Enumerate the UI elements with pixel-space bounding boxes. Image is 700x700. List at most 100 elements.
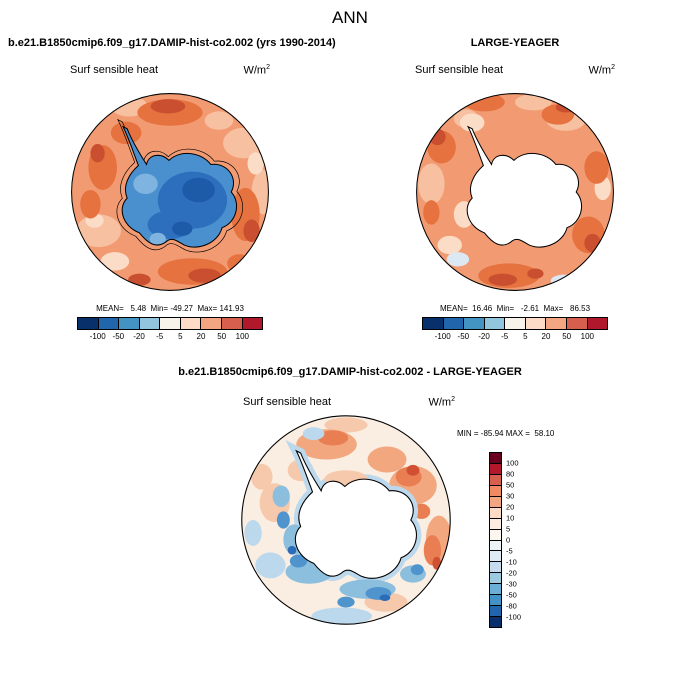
colorbar-tick-label: 10 [506,513,515,523]
colorbar-tick-label: 100 [580,332,595,341]
colorbar-segment [464,317,485,330]
units-base: W/m [588,64,612,77]
colorbar-segment [489,518,502,530]
obs-panel-header: LARGE-YEAGER [470,37,560,49]
colorbar-segment [160,317,181,330]
colorbar-tick-label: -50 [506,590,517,600]
colorbar-tick-label: 20 [196,332,206,341]
diff-map [241,415,451,625]
colorbar-tick-label: 5 [506,524,511,534]
colorbar-segment [489,485,502,497]
colorbar-tick-label: -10 [506,557,517,567]
units-exponent: 2 [611,64,615,71]
colorbar-tick-label: 100 [506,458,519,468]
colorbar-segment [489,595,502,607]
colorbar-tick-label: -20 [133,332,145,341]
colorbar-segment [489,474,502,486]
diff-field-label: Surf sensible heat [243,396,332,408]
map-boundary-circle [71,93,269,291]
colorbar-ticks: 100 80 50 30 20 10 5 0 -5 -10 -20 -30 -50 -80 -100 [506,452,536,628]
obs-subtitle-row: Surf sensible heat W/m2 [415,64,615,77]
diff-stats: MIN = -85.94 MAX = 58.10 [457,429,555,438]
colorbar-tick-label: 50 [506,480,515,490]
figure-title: ANN [332,8,368,27]
colorbar-ticks: -100 -50 -20 -5 5 20 50 100 [422,330,608,342]
colorbar-segment [201,317,222,330]
colorbar-segment [242,317,264,330]
diff-panel-header: b.e21.B1850cmip6.f09_g17.DAMIP-hist-co2.… [178,366,522,378]
obs-ocean-shading [416,93,614,291]
colorbar-segment [484,317,506,330]
colorbar-segment [489,617,502,628]
colorbar-segment [489,507,502,519]
diff-subtitle-row: Surf sensible heat W/m2 [243,396,455,409]
colorbar-segment [489,452,502,464]
colorbar-tick-label: -20 [506,568,517,578]
diff-ocean-shading [241,415,451,625]
colorbar-segment [525,317,547,330]
colorbar-segment [587,317,609,330]
colorbar-segment [546,317,567,330]
colorbar-tick-label: 30 [506,491,515,501]
colorbar-tick-label: 50 [217,332,227,341]
model-field-label: Surf sensible heat [70,64,159,76]
obs-units-label: W/m2 [588,64,615,77]
colorbar-tick-label: -5 [156,332,164,341]
model-units-label: W/m2 [243,64,270,77]
colorbar-tick-label: 50 [562,332,572,341]
colorbar-tick-label: -30 [506,579,517,589]
colorbar-tick-label: -80 [506,601,517,611]
units-base: W/m [243,64,267,77]
colorbar-tick-label: -5 [506,546,513,556]
map-boundary-circle [416,93,614,291]
colorbar-segment [489,584,502,596]
model-map [71,93,269,291]
colorbar-tick-label: -100 [434,332,451,341]
colorbar-boxes [422,317,609,330]
colorbar-tick-label: 5 [178,332,183,341]
colorbar-segment [489,573,502,585]
colorbar-tick-label: 80 [506,469,515,479]
model-ocean-shading [71,93,269,291]
colorbar-segment [489,540,502,552]
model-stats: MEAN= 5.48 Min= -49.27 Max= 141.93 [96,304,244,313]
colorbar-segment [566,317,588,330]
colorbar-segment [180,317,202,330]
colorbar-segment [77,317,99,330]
model-panel-header: b.e21.B1850cmip6.f09_g17.DAMIP-hist-co2.… [8,37,336,49]
obs-map [416,93,614,291]
model-subtitle-row: Surf sensible heat W/m2 [70,64,270,77]
continent-shading [133,171,228,246]
colorbar-segment [505,317,526,330]
obs-colorbar: -100 -50 -20 -5 5 20 50 100 [422,317,609,342]
colorbar-segment [489,562,502,574]
colorbar-tick-label: 5 [523,332,528,341]
colorbar-tick-label: -50 [457,332,470,341]
colorbar-ticks: -100 -50 -20 -5 5 20 50 100 [77,330,263,342]
colorbar-segment [443,317,465,330]
colorbar-segment [489,551,502,563]
units-base: W/m [428,396,452,409]
colorbar-segment [422,317,444,330]
colorbar-segment [221,317,243,330]
colorbar-boxes [77,317,264,330]
colorbar-tick-label: -100 [506,612,522,622]
diff-units-label: W/m2 [428,396,455,409]
model-colorbar: -100 -50 -20 -5 5 20 50 100 [77,317,264,342]
diff-colorbar: 100 80 50 30 20 10 5 0 -5 -10 -20 -30 -50 -80 -100 [489,452,537,628]
obs-field-label: Surf sensible heat [415,64,504,76]
colorbar-segment [489,606,502,618]
colorbar-segment [489,463,502,475]
colorbar-segment [139,317,161,330]
colorbar-segment [119,317,140,330]
colorbar-boxes [489,452,502,628]
units-exponent: 2 [266,64,270,71]
colorbar-segment [489,529,502,541]
colorbar-tick-label: -50 [112,332,125,341]
map-boundary-circle [241,415,451,625]
colorbar-tick-label: 0 [506,535,511,545]
obs-stats: MEAN= 16.46 Min= -2.61 Max= 86.53 [439,304,591,313]
colorbar-tick-label: 20 [541,332,551,341]
colorbar-tick-label: -20 [478,332,490,341]
